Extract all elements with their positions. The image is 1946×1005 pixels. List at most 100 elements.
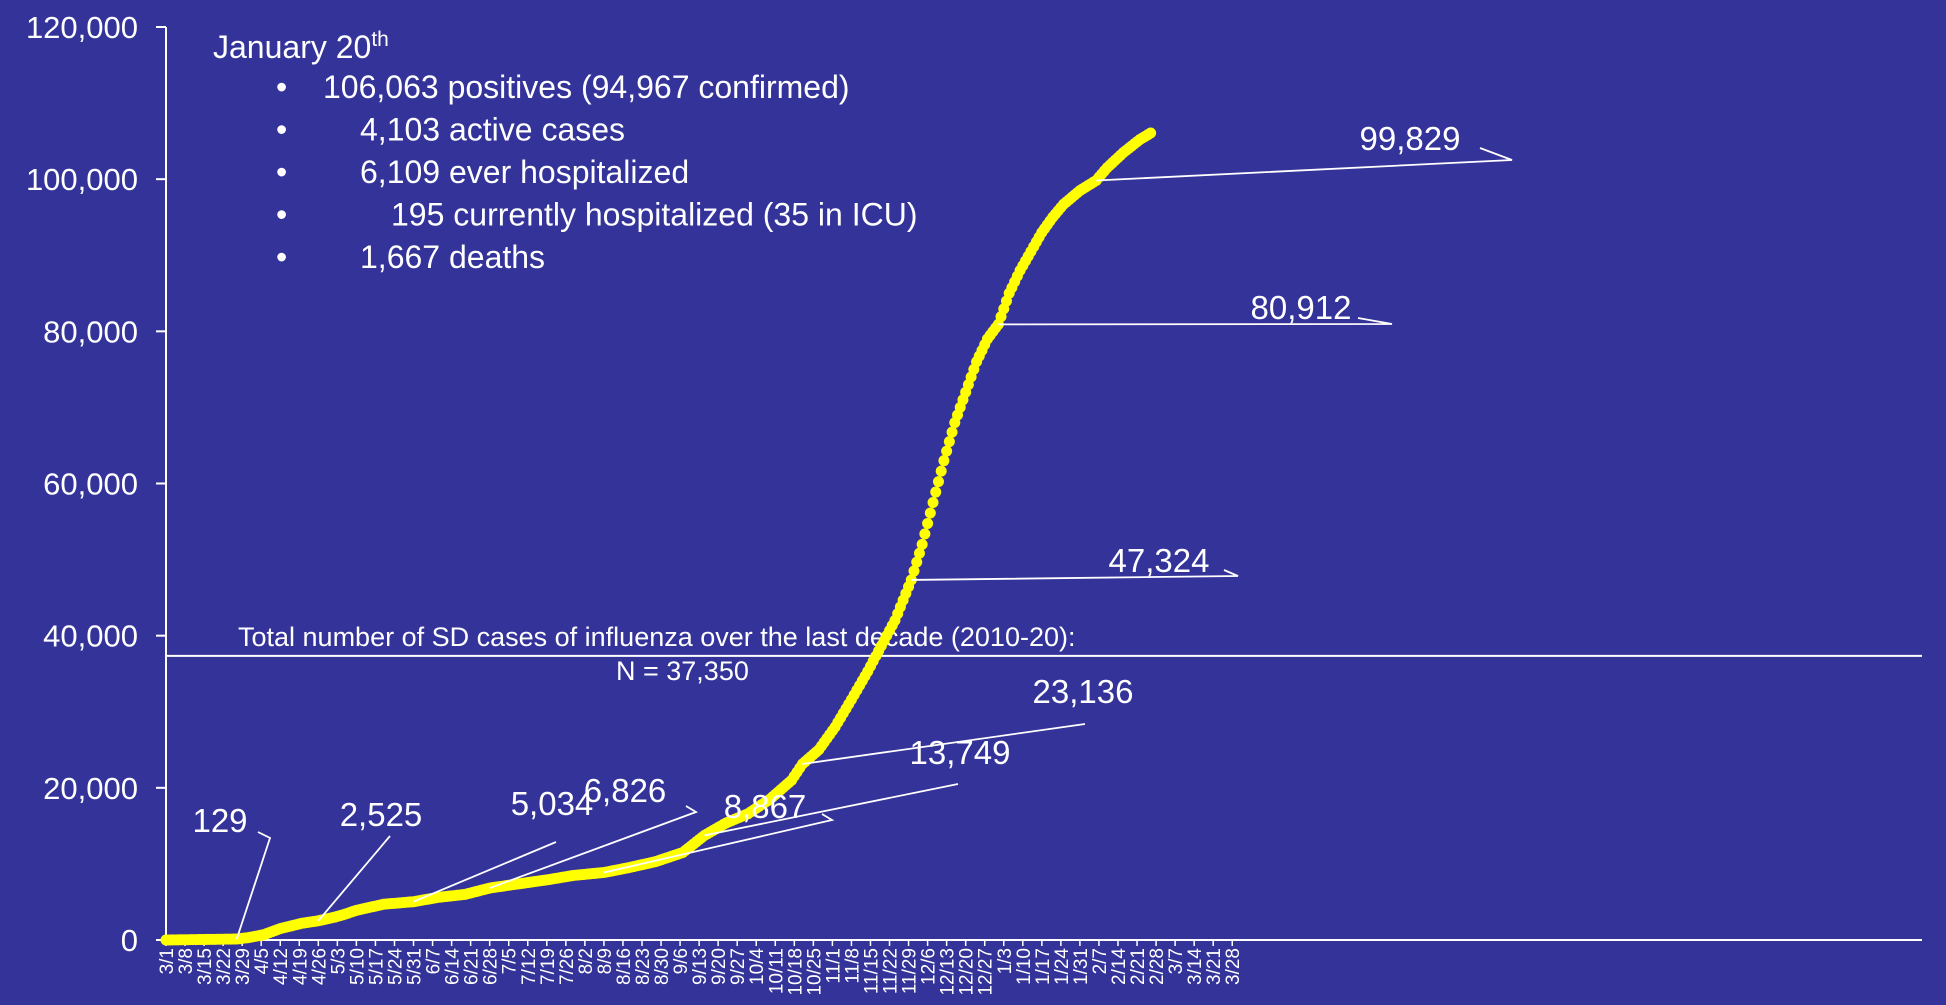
annotation-leader — [704, 783, 959, 837]
x-tick-label: 1/24 — [1052, 948, 1073, 985]
x-tick-label: 11/22 — [881, 948, 902, 994]
info-line: 4,103 active cases — [360, 112, 625, 148]
annotation-label: 80,912 — [1251, 289, 1352, 326]
data-point — [919, 528, 931, 540]
x-tick-label: 11/8 — [842, 948, 863, 984]
data-point — [924, 507, 936, 519]
x-tick-label: 5/17 — [366, 948, 387, 985]
y-tick-label: 60,000 — [43, 467, 138, 502]
x-tick-label: 5/24 — [385, 948, 406, 985]
info-date: January 20th — [213, 28, 389, 65]
x-tick-label: 12/13 — [938, 948, 959, 996]
x-tick-label: 2/28 — [1147, 948, 1168, 985]
data-point — [943, 436, 955, 448]
x-tick-label: 7/26 — [557, 948, 578, 985]
annotation-leader — [802, 723, 1086, 765]
info-line: 6,109 ever hospitalized — [360, 154, 689, 190]
reference-line-sublabel: N = 37,350 — [616, 656, 749, 686]
x-tick-label: 10/18 — [785, 948, 806, 996]
info-box: January 20th • 106,063 positives (94,967 … — [213, 28, 917, 275]
x-tick-label: 4/26 — [309, 948, 330, 985]
data-point — [930, 486, 942, 498]
x-tick-label: 6/7 — [424, 948, 445, 974]
x-tick-label: 4/12 — [271, 948, 292, 985]
x-tick-label: 3/28 — [1223, 948, 1244, 985]
annotation-leader — [911, 569, 1239, 581]
info-line: 195 currently hospitalized (35 in ICU) — [391, 197, 917, 233]
x-tick-label: 3/7 — [1166, 948, 1187, 974]
annotation-leader — [413, 841, 557, 903]
annotation-label: 47,324 — [1109, 542, 1210, 579]
data-point — [908, 565, 920, 577]
annotation-label: 13,749 — [910, 734, 1011, 771]
x-tick-label: 7/19 — [538, 948, 559, 985]
data-point — [946, 426, 958, 438]
annotation-leader — [489, 805, 699, 889]
x-tick-label: 4/5 — [252, 948, 273, 974]
x-tick-label: 3/8 — [176, 948, 197, 974]
y-tick-label: 0 — [121, 923, 138, 958]
x-tick-label: 3/15 — [195, 948, 216, 985]
annotation-leader — [1096, 147, 1513, 182]
x-tick-label: 9/27 — [728, 948, 749, 985]
x-tick-label: 1/31 — [1071, 948, 1092, 985]
x-tick-label: 11/1 — [823, 948, 844, 984]
x-tick-label: 5/10 — [347, 948, 368, 985]
x-tick-label: 9/6 — [671, 948, 692, 974]
y-tick-label: 80,000 — [43, 314, 138, 349]
x-tick-label: 3/21 — [1204, 948, 1225, 985]
annotation-leader — [235, 831, 272, 940]
x-tick-label: 8/23 — [633, 948, 654, 985]
x-tick-label: 2/21 — [1128, 948, 1149, 985]
x-tick-label: 1/17 — [1033, 948, 1054, 985]
data-point — [1145, 127, 1157, 139]
annotation-label: 129 — [192, 802, 247, 839]
x-tick-label: 3/14 — [1185, 948, 1206, 985]
x-tick-label: 7/12 — [519, 948, 540, 985]
info-lines: • 106,063 positives (94,967 confirmed) • 4,… — [276, 69, 917, 275]
x-tick-label: 3/22 — [214, 948, 235, 985]
x-tick-label: 3/29 — [233, 948, 254, 985]
x-tick-label: 6/21 — [462, 948, 483, 985]
annotation-label: 23,136 — [1033, 673, 1134, 710]
x-tick-label: 6/14 — [443, 948, 464, 985]
info-date-suffix: th — [371, 28, 389, 51]
x-tick-label: 10/25 — [804, 948, 825, 996]
annotation-label: 6,826 — [584, 772, 667, 809]
annotation-leader — [998, 317, 1393, 326]
x-tick-labels: 3/13/83/153/223/294/54/124/194/265/35/10… — [157, 948, 1244, 996]
y-tick-label: 40,000 — [43, 619, 138, 654]
info-line: 106,063 positives (94,967 confirmed) — [323, 69, 850, 105]
data-point — [941, 445, 953, 457]
x-tick-label: 3/1 — [157, 948, 178, 974]
x-tick-label: 8/9 — [595, 948, 616, 974]
annotation-label: 2,525 — [340, 796, 423, 833]
data-point — [932, 476, 944, 488]
data-point — [938, 455, 950, 467]
data-point — [927, 497, 939, 509]
annotation-label: 5,034 — [511, 785, 594, 822]
x-tick-label: 8/16 — [614, 948, 635, 985]
x-tick-label: 12/6 — [919, 948, 940, 985]
x-tick-label: 8/30 — [652, 948, 673, 985]
x-tick-label: 9/13 — [690, 948, 711, 985]
info-bullet: • — [276, 112, 287, 148]
x-tick-label: 1/3 — [995, 948, 1016, 974]
y-tick-label: 120,000 — [26, 10, 138, 45]
x-tick-label: 5/31 — [405, 948, 426, 985]
data-point — [922, 517, 934, 529]
data-point — [916, 538, 928, 550]
x-tick-label: 2/14 — [1109, 948, 1130, 985]
data-point — [911, 556, 923, 568]
x-tick-label: 2/7 — [1090, 948, 1111, 974]
x-tick-label: 10/4 — [747, 948, 768, 985]
annotation-leader — [603, 813, 835, 874]
series-points — [160, 127, 1157, 946]
info-bullet: • — [276, 69, 287, 105]
x-tick-label: 11/29 — [900, 948, 921, 994]
info-bullet: • — [276, 239, 287, 275]
x-tick-label: 12/20 — [957, 948, 978, 996]
